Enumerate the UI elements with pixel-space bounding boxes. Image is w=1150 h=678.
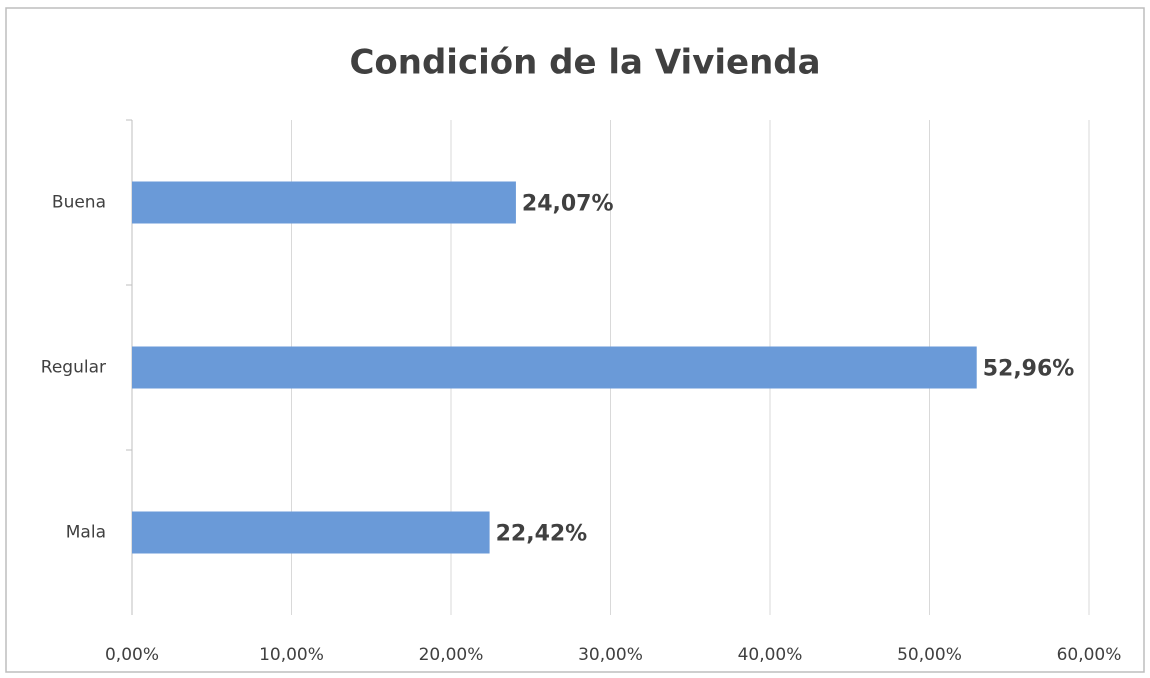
bar	[132, 511, 490, 554]
x-tick-label: 60,00%	[1057, 645, 1122, 665]
chart-frame	[5, 7, 1145, 673]
value-label: 52,96%	[983, 357, 1075, 382]
bar	[132, 346, 977, 389]
x-tick-label: 20,00%	[419, 645, 484, 665]
value-label: 22,42%	[496, 522, 588, 547]
chart-title: Condición de la Vivienda	[349, 43, 820, 83]
x-tick-label: 0,00%	[105, 645, 159, 665]
y-tick-label: Regular	[41, 358, 106, 378]
x-tick-label: 10,00%	[259, 645, 324, 665]
y-tick-label: Mala	[66, 523, 106, 543]
x-tick-label: 30,00%	[578, 645, 643, 665]
y-tick-label: Buena	[52, 193, 106, 213]
value-label: 24,07%	[522, 192, 614, 217]
bar	[132, 181, 516, 224]
x-tick-label: 40,00%	[738, 645, 803, 665]
x-tick-label: 50,00%	[897, 645, 962, 665]
